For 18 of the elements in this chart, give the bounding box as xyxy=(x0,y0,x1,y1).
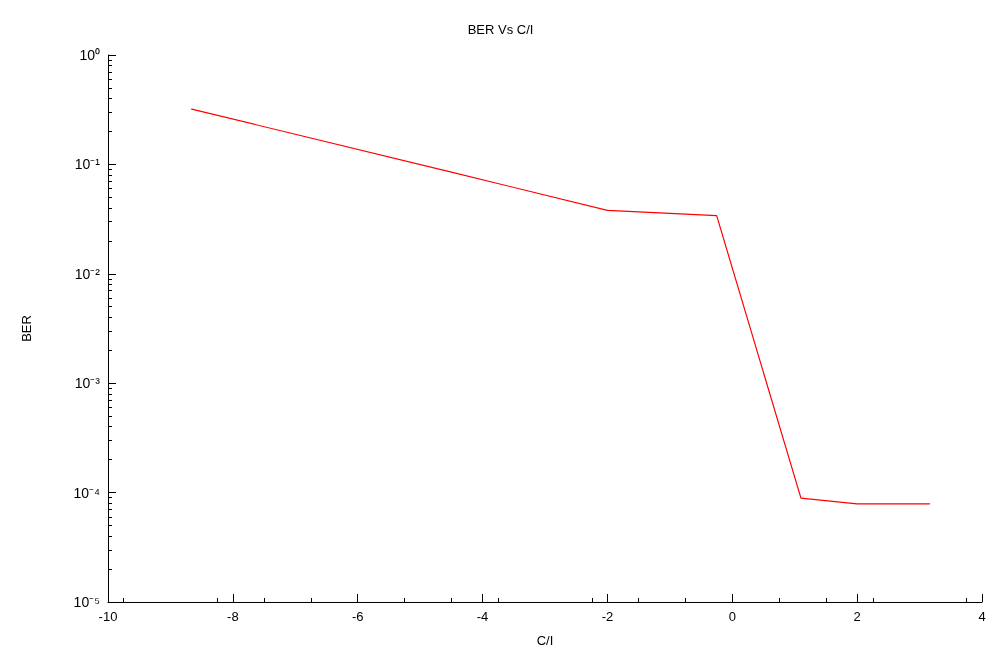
x-tick-label: -8 xyxy=(227,609,239,624)
y-tick-label: 10⁻² xyxy=(74,265,101,282)
x-tick-label: -2 xyxy=(601,609,614,624)
chart-title: BER Vs C/I xyxy=(467,22,534,37)
y-tick-label: 10⁻⁴ xyxy=(73,484,100,501)
y-tick-label: 10⁻³ xyxy=(74,375,101,392)
y-tick-label: 10⁰ xyxy=(79,47,100,63)
x-tick-label: 0 xyxy=(728,609,736,624)
line-series xyxy=(191,108,931,505)
x-tick-label: -10 xyxy=(98,609,118,624)
y-axis-title: BER xyxy=(19,315,34,342)
x-axis-title: C/I xyxy=(536,633,554,648)
y-tick-label: 10⁻¹ xyxy=(74,156,101,173)
x-tick-label: -4 xyxy=(476,609,489,624)
x-tick-label: 4 xyxy=(978,609,986,624)
y-tick-label: 10⁻⁵ xyxy=(73,594,100,610)
x-tick-label: -6 xyxy=(351,609,364,624)
x-tick-label: 2 xyxy=(853,609,861,624)
